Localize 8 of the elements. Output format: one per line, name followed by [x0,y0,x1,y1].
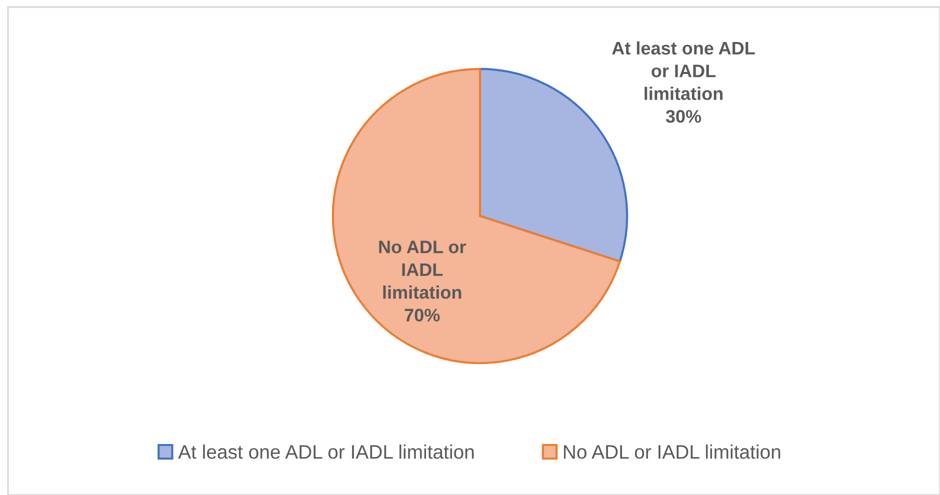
pie-slice [332,68,621,364]
slice-label: At least one ADL or IADL limitation [612,41,755,100]
data-label: 30% [666,110,702,123]
slice-label: No ADL or IADL limitation [379,240,466,299]
legend-label: No ADL or IADL limitation [564,444,780,459]
legend-label: At least one ADL or IADL limitation [178,444,474,459]
pie-slice [478,68,628,262]
data-label: 70% [404,308,440,322]
